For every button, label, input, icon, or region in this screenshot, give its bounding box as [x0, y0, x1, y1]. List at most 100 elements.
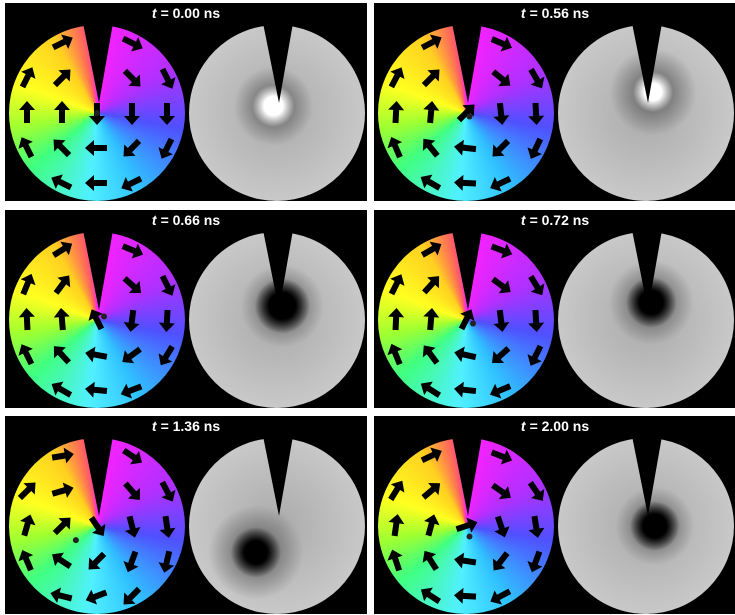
arrow	[388, 101, 405, 124]
arrow	[453, 345, 478, 365]
arrow	[488, 273, 515, 299]
vortex-core	[73, 537, 79, 543]
time-label: = 0.56 ns	[530, 5, 590, 21]
arrow	[417, 377, 444, 402]
notch	[83, 232, 113, 310]
simulation-panel: t= 0.66 ns	[5, 210, 367, 408]
time-label: = 1.36 ns	[161, 418, 221, 434]
arrow	[16, 271, 39, 297]
arrow	[487, 548, 513, 575]
arrow	[119, 444, 146, 470]
simulation-panel: t= 1.36 ns	[5, 416, 367, 614]
arrow	[158, 515, 177, 539]
arrow	[418, 477, 445, 503]
arrow	[50, 271, 76, 298]
panel-title: t= 2.00 ns	[374, 418, 735, 434]
arrow	[453, 99, 480, 126]
arrow	[118, 171, 145, 195]
arrow	[385, 547, 407, 573]
arrow	[489, 445, 515, 468]
notch	[452, 232, 482, 310]
contrast-overlay	[558, 438, 734, 614]
arrow	[118, 135, 145, 162]
arrow	[119, 478, 146, 505]
arrow	[384, 341, 407, 367]
time-label: = 0.66 ns	[161, 212, 221, 228]
arrow	[48, 585, 73, 606]
panel-title: t= 0.72 ns	[374, 212, 735, 228]
arrow	[387, 513, 406, 537]
time-variable: t	[152, 212, 157, 228]
arrow	[421, 512, 442, 537]
panel-title: t= 1.36 ns	[5, 418, 367, 434]
arrow	[118, 343, 145, 369]
arrow	[84, 381, 107, 399]
arrow	[417, 583, 444, 608]
arrow	[489, 239, 515, 262]
arrow	[83, 548, 110, 575]
arrow	[14, 477, 41, 504]
arrow	[454, 174, 477, 191]
arrow	[85, 175, 107, 191]
time-variable: t	[521, 212, 526, 228]
arrow	[17, 512, 38, 538]
arrow	[524, 272, 549, 299]
arrow	[487, 379, 513, 402]
arrow	[83, 585, 109, 608]
arrow	[488, 65, 515, 91]
notch	[83, 25, 113, 103]
arrow	[157, 549, 178, 574]
arrow	[418, 64, 445, 91]
vortex-core	[467, 114, 473, 120]
contrast-overlay	[558, 25, 734, 201]
arrow	[524, 549, 547, 575]
notch	[83, 438, 113, 516]
contrast-overlay	[189, 25, 365, 201]
arrow-overlay	[378, 25, 554, 201]
arrow	[49, 512, 76, 539]
arrow	[524, 65, 549, 92]
arrow	[524, 478, 550, 505]
arrow	[487, 135, 514, 162]
arrow-overlay	[378, 438, 554, 614]
arrow	[523, 342, 547, 369]
arrow	[154, 342, 179, 369]
arrow	[122, 514, 143, 539]
arrow	[49, 64, 76, 91]
arrow	[384, 271, 408, 298]
arrow	[418, 547, 443, 574]
arrow	[384, 134, 407, 161]
arrow-overlay	[9, 438, 185, 614]
arrow	[48, 170, 75, 194]
vortex-core	[94, 110, 100, 116]
notch	[632, 232, 662, 310]
arrow	[453, 139, 477, 157]
notch	[263, 232, 293, 310]
panel-title: t= 0.56 ns	[374, 5, 735, 21]
arrow	[155, 272, 179, 299]
arrow	[488, 479, 515, 505]
notch	[452, 438, 482, 516]
arrow	[118, 583, 145, 610]
arrow	[158, 310, 175, 333]
time-variable: t	[152, 418, 157, 434]
arrow	[422, 100, 440, 123]
arrow	[384, 64, 408, 91]
vortex-core	[101, 313, 107, 319]
arrow	[48, 548, 75, 573]
arrow	[48, 341, 75, 368]
arrow	[453, 551, 477, 570]
arrow	[453, 381, 477, 399]
arrow	[84, 345, 109, 365]
time-label: = 2.00 ns	[530, 418, 590, 434]
arrow	[119, 272, 146, 299]
notch	[452, 25, 482, 103]
arrow	[417, 134, 443, 161]
arrow	[54, 101, 70, 123]
arrow	[492, 102, 510, 126]
contrast-overlay	[189, 232, 365, 408]
arrow	[159, 103, 175, 125]
arrow	[85, 140, 107, 156]
arrow	[454, 306, 478, 333]
time-variable: t	[521, 418, 526, 434]
